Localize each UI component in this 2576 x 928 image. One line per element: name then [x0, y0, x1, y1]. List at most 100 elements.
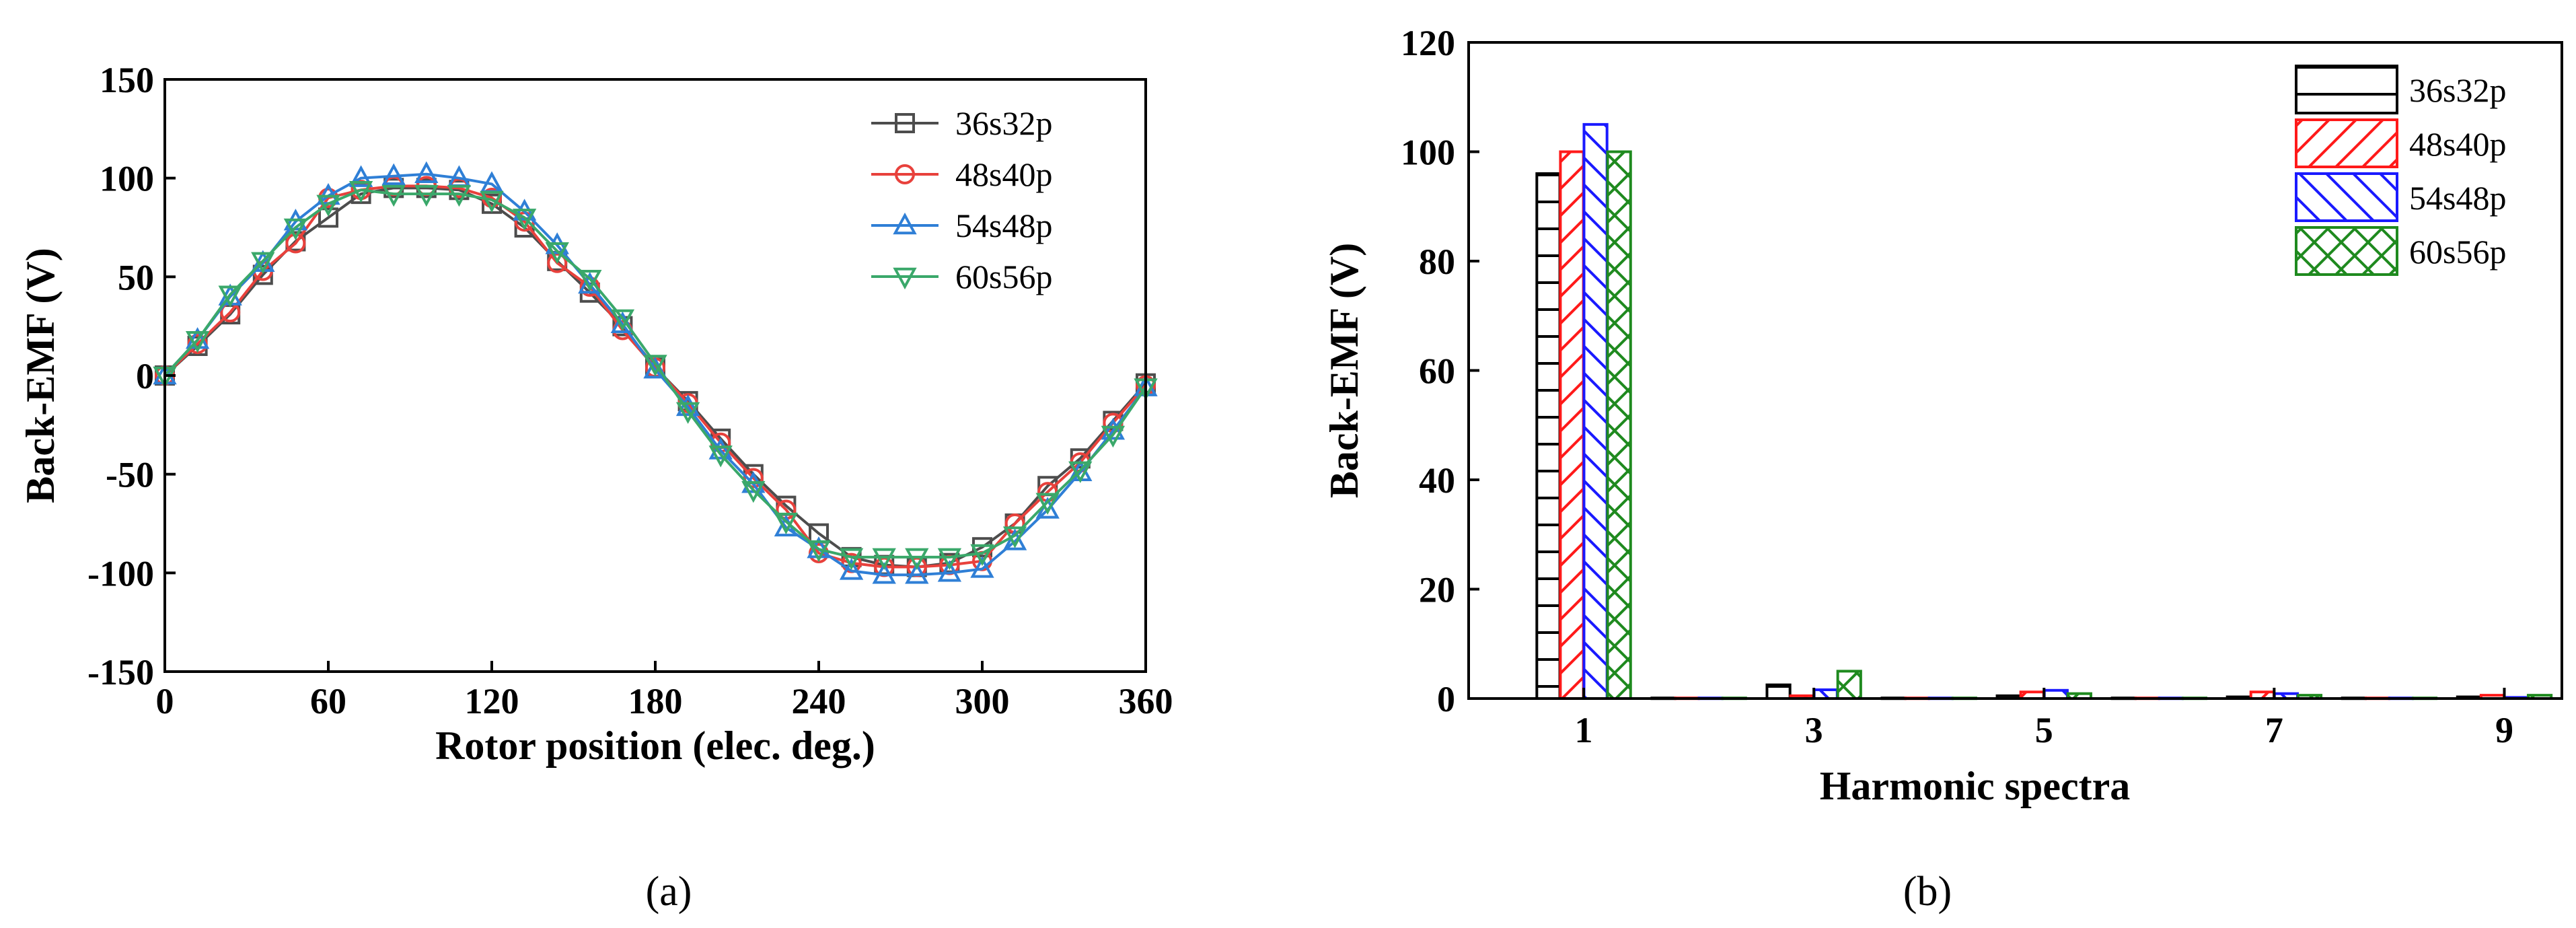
a-marker	[839, 548, 864, 570]
a-marker	[937, 548, 962, 570]
a-marker	[872, 548, 896, 570]
a-marker	[285, 233, 306, 254]
b-y-tick-label: 100	[1401, 133, 1455, 173]
a-x-tick-label: 300	[955, 681, 1010, 721]
a-marker	[348, 181, 373, 203]
a-marker	[708, 445, 733, 468]
a-marker	[905, 562, 929, 584]
b-legend-swatch	[2295, 118, 2398, 168]
a-marker	[895, 113, 915, 133]
a-series-60s56p	[153, 181, 1158, 570]
b-y-tick-label: 80	[1419, 242, 1455, 282]
b-bar	[1559, 150, 1585, 700]
a-marker	[283, 218, 308, 241]
a-series-line	[163, 188, 1147, 559]
b-bars-group	[1535, 122, 2553, 701]
a-legend-label: 36s32p	[955, 104, 1052, 142]
a-marker	[839, 558, 864, 580]
a-panel-label: (a)	[646, 869, 692, 915]
b-axes	[1467, 41, 2563, 700]
a-x-tick-label: 180	[628, 681, 683, 721]
a-y-tick-label: 50	[118, 257, 154, 297]
b-x-tick-label: 9	[2495, 710, 2513, 750]
a-y-tick-label: -50	[106, 455, 154, 495]
a-x-tick-label: 60	[310, 681, 346, 721]
a-marker	[893, 212, 917, 235]
a-marker	[381, 184, 406, 207]
a-marker	[970, 556, 994, 578]
b-y-tick-label: 40	[1419, 460, 1455, 501]
a-x-tick-label: 360	[1119, 681, 1173, 721]
a-marker	[547, 252, 568, 273]
a-marker	[937, 560, 962, 582]
b-bar	[1836, 670, 1862, 700]
a-x-axis-label: Rotor position (elec. deg.)	[435, 723, 875, 768]
a-x-tick-label: 0	[156, 681, 174, 721]
a-marker	[414, 184, 439, 207]
b-legend-label: 54s48p	[2409, 179, 2506, 217]
a-marker	[218, 285, 242, 308]
a-marker	[905, 548, 929, 570]
a-marker	[316, 194, 340, 217]
a-series-group	[153, 161, 1158, 584]
b-y-tick-label: 60	[1419, 351, 1455, 392]
a-marker	[348, 165, 373, 187]
b-y-tick-label: 0	[1437, 679, 1455, 719]
b-tick-labels: 1 3 5 7 9 0 20 40 60 80 100 120	[1401, 23, 2513, 750]
a-marker	[643, 355, 667, 377]
a-marker	[1068, 461, 1093, 483]
b-x-tick-label: 1	[1575, 710, 1593, 750]
b-legend-label: 36s32p	[2409, 71, 2506, 109]
b-x-tick-label: 3	[1805, 710, 1823, 750]
b-panel-label: (b)	[1903, 869, 1952, 915]
a-legend-label: 54s48p	[955, 207, 1052, 244]
b-legend-swatch	[2295, 172, 2398, 222]
b-bar	[1535, 172, 1561, 700]
b-legend-label: 60s56p	[2409, 233, 2506, 271]
b-x-axis-label: Harmonic spectra	[1820, 764, 2131, 808]
a-marker	[578, 270, 602, 292]
b-bar	[1582, 122, 1609, 700]
b-x-tick-label: 5	[2035, 710, 2053, 750]
line-chart-panel-a: 0 60 120 180 240 300 360 -150 -100 -50 0 50 100 150 R…	[18, 60, 1173, 915]
b-legend-swatch	[2295, 226, 2398, 276]
b-y-axis-label: Back-EMF (V)	[1322, 243, 1366, 498]
a-legend: 36s32p 48s40p 54s48p 60s56p	[871, 104, 1052, 295]
a-legend-label: 48s40p	[955, 155, 1052, 193]
a-marker	[1101, 425, 1126, 448]
a-y-tick-label: 100	[100, 159, 154, 199]
a-marker	[743, 468, 764, 489]
a-marker	[1002, 526, 1027, 548]
a-marker	[185, 330, 210, 353]
a-marker	[512, 209, 537, 231]
b-x-tick-label: 7	[2265, 710, 2283, 750]
b-bar	[1765, 683, 1792, 700]
a-marker	[318, 207, 338, 228]
a-tick-labels: 0 60 120 180 240 300 360 -150 -100 -50 0 50 100 150	[87, 60, 1173, 721]
a-marker	[774, 512, 799, 535]
a-y-tick-label: 0	[136, 356, 154, 396]
a-marker	[1002, 528, 1027, 550]
a-y-tick-label: 150	[100, 60, 154, 100]
a-y-tick-label: -150	[87, 652, 154, 692]
a-marker	[893, 267, 917, 290]
a-y-axis-label: Back-EMF (V)	[18, 248, 63, 503]
a-marker	[251, 252, 275, 274]
b-y-tick-label: 20	[1419, 570, 1455, 610]
b-legend-swatch	[2295, 65, 2398, 114]
a-marker	[447, 184, 472, 207]
a-marker	[872, 562, 896, 584]
a-marker	[414, 161, 439, 184]
a-marker	[610, 309, 635, 332]
a-marker	[545, 242, 569, 264]
a-marker	[970, 544, 994, 567]
a-marker	[741, 480, 766, 503]
a-marker	[480, 190, 504, 213]
a-marker	[381, 163, 406, 185]
bar-chart-panel-b: 1 3 5 7 9 0 20 40 60 80 100 120 Harmonic spectra Ba…	[1322, 23, 2563, 915]
a-axes	[163, 78, 1147, 673]
a-marker	[895, 164, 915, 184]
b-legend-label: 48s40p	[2409, 125, 2506, 163]
a-legend-label: 60s56p	[955, 258, 1052, 295]
